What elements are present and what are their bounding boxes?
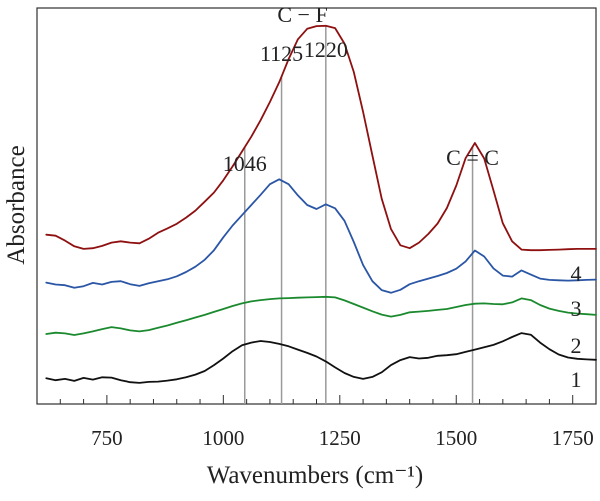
series-label-2: 2 bbox=[571, 333, 582, 358]
series-1-line bbox=[45, 332, 597, 384]
annotation-4: C = C bbox=[446, 145, 499, 170]
vertical-reference-lines bbox=[244, 25, 474, 404]
series-label-4: 4 bbox=[571, 261, 582, 286]
x-tick-label-750: 750 bbox=[91, 426, 123, 450]
series-label-3: 3 bbox=[571, 296, 582, 321]
x-tick-label-1250: 1250 bbox=[319, 426, 361, 450]
x-ticks: 750 1000 1250 1500 1750 bbox=[59, 395, 597, 450]
series-labels: 1 2 3 4 bbox=[571, 261, 582, 392]
series-3-line bbox=[45, 178, 597, 294]
x-tick-label-1000: 1000 bbox=[202, 426, 244, 450]
annotations-layer: 1046 1125 1220 C − F C = C bbox=[223, 2, 499, 176]
plot-frame bbox=[36, 7, 597, 405]
annotation-0: 1046 bbox=[223, 151, 267, 176]
x-tick-label-1750: 1750 bbox=[552, 426, 594, 450]
x-axis-label: Wavenumbers (cm⁻¹) bbox=[207, 462, 424, 489]
plot-area-border bbox=[36, 7, 597, 405]
series-4-line bbox=[45, 24, 597, 252]
annotation-1: 1125 bbox=[260, 41, 303, 66]
series-2-line bbox=[45, 295, 597, 336]
annotation-2: 1220 bbox=[304, 37, 348, 62]
series-layer bbox=[45, 24, 597, 384]
x-tick-label-1500: 1500 bbox=[435, 426, 477, 450]
y-axis-label: Absorbance bbox=[3, 145, 30, 264]
series-label-1: 1 bbox=[571, 367, 582, 392]
annotation-3: C − F bbox=[277, 2, 327, 27]
